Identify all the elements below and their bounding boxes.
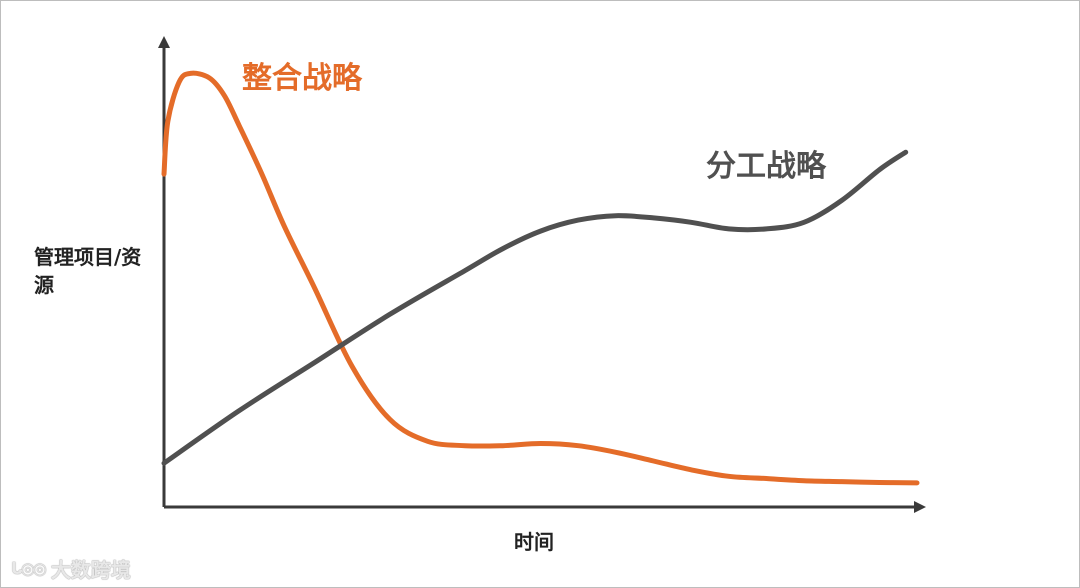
y-axis-arrow-icon [158,36,170,48]
series-label-integrate: 整合战略 [242,61,362,96]
x-axis-label: 时间 [514,530,554,554]
watermark: ᒐ◎◎ 大数跨境 [11,554,131,583]
watermark-text: 大数跨境 [50,558,131,582]
series-label-divide: 分工战略 [706,149,826,184]
y-axis-label: 管理项目/资源 [34,245,142,297]
series-line-divide [161,149,909,466]
series-line-integrate [161,70,920,486]
watermark-logo-icon: ᒐ◎◎ [11,559,47,578]
x-axis-arrow-icon [914,501,926,513]
